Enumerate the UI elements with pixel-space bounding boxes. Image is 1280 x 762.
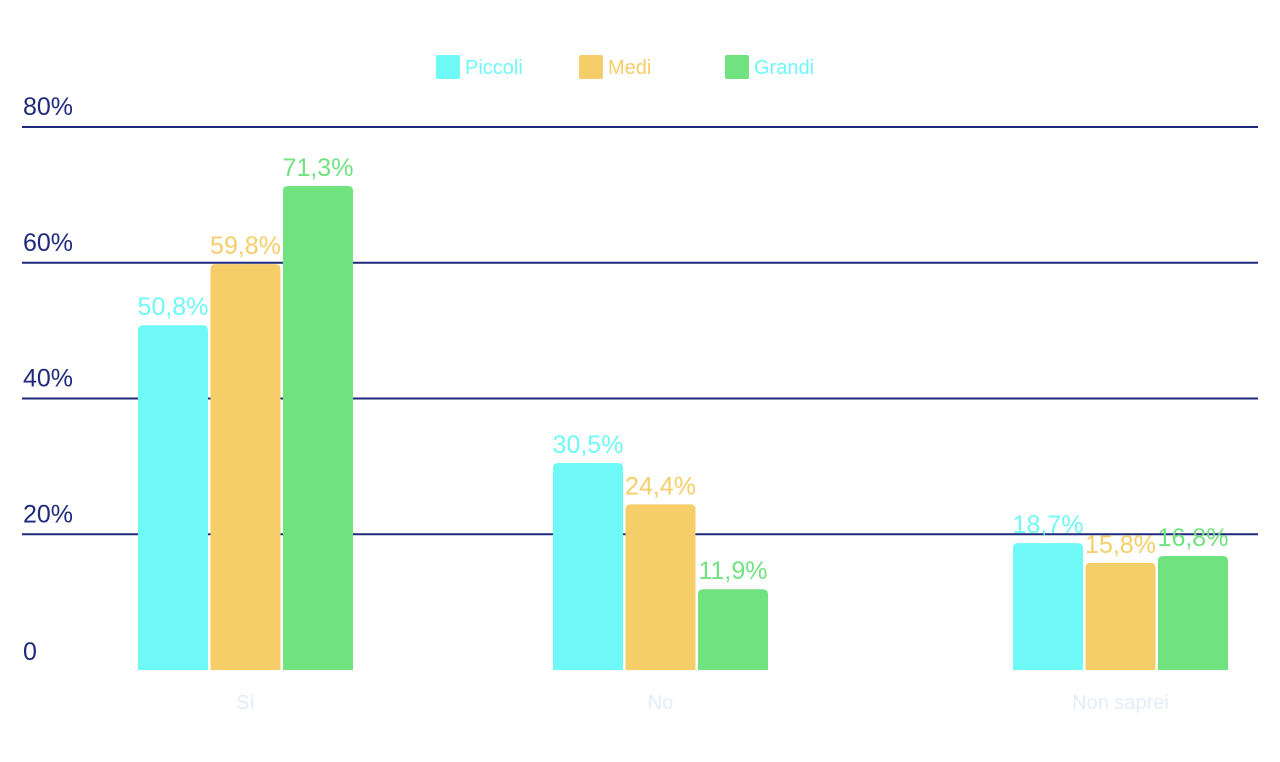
- category-label: No: [648, 692, 674, 714]
- legend-item-medi[interactable]: Medi: [579, 55, 651, 79]
- data-labels: 50,8% 59,8% 71,3% 30,5%24,4% 11,9% 18,7%15,8%…: [138, 154, 1229, 585]
- legend[interactable]: Piccoli Medi Grandi: [436, 55, 814, 79]
- category-label: Sì: [236, 692, 255, 714]
- legend-item-grandi[interactable]: Grandi: [725, 55, 814, 79]
- category-label: Non saprei: [1072, 692, 1169, 714]
- data-label: 71,3%: [283, 154, 354, 182]
- bar-piccoli-1: [138, 325, 208, 670]
- legend-item-piccoli[interactable]: Piccoli: [436, 55, 523, 79]
- bar-piccoli-3: [1013, 543, 1083, 670]
- y-tick-label: 20%: [23, 500, 73, 528]
- legend-swatch: [725, 55, 749, 79]
- bars: [138, 186, 1228, 670]
- y-tick-label: 0: [23, 638, 37, 666]
- bar-grandi-3: [1158, 555, 1228, 670]
- bar-grandi-1: [283, 186, 353, 670]
- data-label: 59,8%: [210, 232, 281, 260]
- bar-medi-3: [1085, 562, 1156, 670]
- x-axis: Sì No Non saprei: [236, 692, 1169, 714]
- y-tick-label: 40%: [23, 365, 73, 393]
- data-label: 18,7%: [1013, 511, 1084, 539]
- legend-swatch: [436, 55, 460, 79]
- y-axis: 0 20% 40% 60% 80%: [23, 93, 73, 666]
- data-label: 16,8%: [1158, 524, 1229, 552]
- data-label: 50,8%: [138, 293, 209, 321]
- data-label: 15,8%: [1085, 531, 1156, 559]
- legend-label: Medi: [608, 57, 651, 79]
- legend-label: Piccoli: [465, 57, 523, 79]
- data-label: 11,9%: [698, 557, 767, 585]
- legend-swatch: [579, 55, 603, 79]
- y-tick-label: 60%: [23, 229, 73, 257]
- bar-grandi-2: [698, 589, 768, 670]
- data-label: 24,4%: [625, 472, 696, 500]
- bar-medi-1: [210, 264, 281, 670]
- bar-medi-2: [625, 504, 696, 670]
- legend-label: Grandi: [754, 57, 814, 79]
- bar-piccoli-2: [553, 462, 623, 670]
- y-tick-label: 80%: [23, 93, 73, 121]
- data-label: 30,5%: [553, 431, 624, 459]
